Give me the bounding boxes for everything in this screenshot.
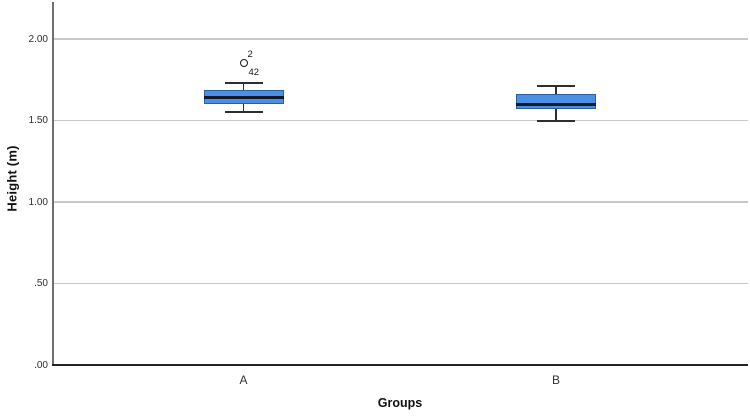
gridline — [52, 119, 748, 122]
y-tick-label: 2.00 — [28, 33, 48, 45]
y-tick-label: 1.50 — [28, 115, 48, 126]
gridline — [52, 282, 748, 285]
median-line — [203, 96, 284, 100]
outlier-case-label: 42 — [248, 67, 260, 79]
y-tick-label: .50 — [34, 278, 48, 289]
x-tick-label-A: A — [239, 373, 248, 387]
y-tick-label: 1.00 — [28, 196, 48, 208]
x-axis-title: Groups — [377, 396, 423, 410]
x-axis-line — [52, 364, 748, 366]
x-tick-label-B: B — [551, 373, 560, 387]
gridline — [52, 38, 748, 40]
whisker-cap-top — [537, 85, 575, 88]
y-tick-label: .00 — [34, 359, 48, 371]
whisker-cap-bottom — [537, 119, 575, 122]
whisker-cap-top — [224, 82, 263, 84]
outlier-case-label: 2 — [247, 49, 253, 61]
outlier-point — [239, 59, 248, 68]
median-line — [516, 102, 596, 106]
gridline — [52, 201, 748, 203]
y-axis-line — [52, 2, 54, 365]
whisker-cap-bottom — [224, 111, 263, 114]
